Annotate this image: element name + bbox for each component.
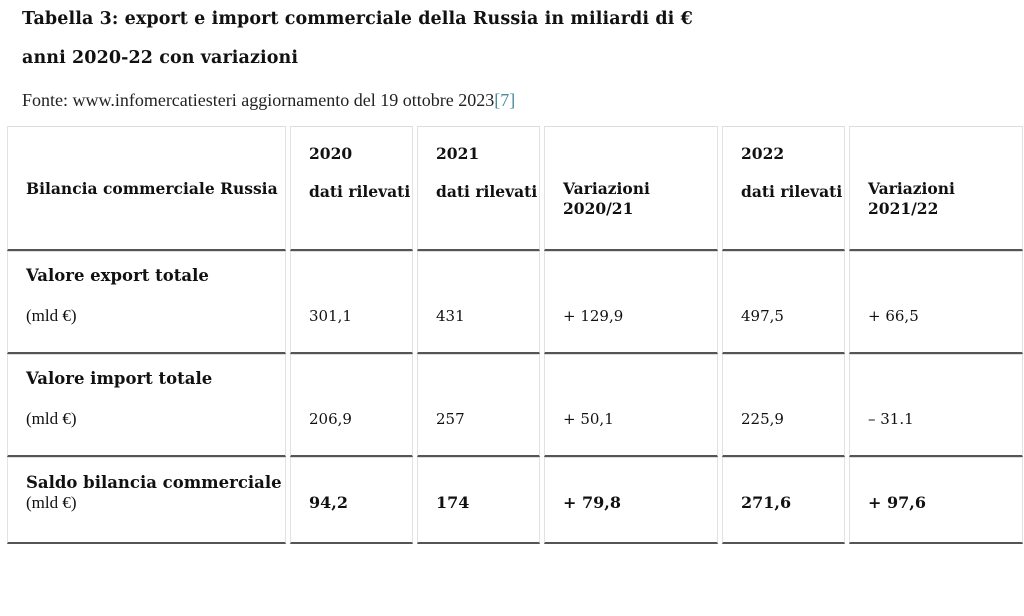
header-year: 2022 (741, 144, 785, 163)
header-dati: dati rilevati (741, 182, 843, 201)
row-label-cell: Valore import totale (mld €) (7, 354, 286, 457)
value: + 129,9 (563, 307, 624, 325)
header-year: 2020 (309, 144, 353, 163)
cell-var-2021-22: – 31.1 (849, 354, 1023, 457)
header-variation: Variazioni 2021/22 (868, 179, 955, 218)
header-cell-2022: 2022 dati rilevati (722, 126, 845, 251)
source-text: Fonte: www.infomercatiesteri aggiornamen… (22, 90, 495, 110)
value: + 66,5 (868, 307, 919, 325)
row-label-cell: Valore export totale (mld €) (7, 251, 286, 354)
header-cell-label: Bilancia commerciale Russia (7, 126, 286, 251)
value: 206,9 (309, 410, 352, 428)
cell-var-2020-21: + 129,9 (544, 251, 718, 354)
header-year: 2021 (436, 144, 480, 163)
header-cell-2021: 2021 dati rilevati (417, 126, 540, 251)
cell-2021: 257 (417, 354, 540, 457)
header-cell-var-2021-22: Variazioni 2021/22 (849, 126, 1023, 251)
row-unit: (mld €) (26, 409, 77, 428)
table-row-export: Valore export totale (mld €) 301,1 431 +… (7, 251, 1023, 354)
row-label: Saldo bilancia commerciale (mld €) (26, 473, 285, 513)
value: + 97,6 (868, 493, 926, 512)
value: 174 (436, 493, 470, 512)
cell-2020: 206,9 (290, 354, 413, 457)
table-title: Tabella 3: export e import commerciale d… (22, 9, 693, 29)
value: + 79,8 (563, 493, 621, 512)
cell-2020: 301,1 (290, 251, 413, 354)
row-unit: (mld €) (26, 493, 77, 512)
footnote-link[interactable]: [7] (494, 90, 516, 110)
value: 225,9 (741, 410, 784, 428)
header-variation: Variazioni 2020/21 (563, 179, 650, 218)
header-cell-var-2020-21: Variazioni 2020/21 (544, 126, 718, 251)
value: 497,5 (741, 307, 784, 325)
value: 271,6 (741, 493, 792, 512)
header-label: Bilancia commerciale Russia (26, 179, 278, 198)
header-dati: dati rilevati (309, 182, 411, 201)
table-row-import: Valore import totale (mld €) 206,9 257 +… (7, 354, 1023, 457)
cell-2021: 174 (417, 457, 540, 544)
row-unit: (mld €) (26, 306, 77, 325)
value: + 50,1 (563, 410, 614, 428)
source-note: Fonte: www.infomercatiesteri aggiornamen… (22, 90, 515, 111)
cell-var-2020-21: + 50,1 (544, 354, 718, 457)
value: 257 (436, 410, 465, 428)
cell-var-2021-22: + 97,6 (849, 457, 1023, 544)
value: 431 (436, 307, 465, 325)
cell-2022: 497,5 (722, 251, 845, 354)
table-row-balance: Saldo bilancia commerciale (mld €) 94,2 … (7, 457, 1023, 544)
value: 94,2 (309, 493, 348, 512)
trade-table: Bilancia commerciale Russia 2020 dati ri… (3, 126, 1024, 544)
row-label-cell: Saldo bilancia commerciale (mld €) (7, 457, 286, 544)
value: 301,1 (309, 307, 352, 325)
cell-var-2020-21: + 79,8 (544, 457, 718, 544)
cell-2022: 271,6 (722, 457, 845, 544)
cell-2022: 225,9 (722, 354, 845, 457)
row-label: Valore export totale (26, 266, 209, 285)
row-label: Valore import totale (26, 369, 213, 388)
cell-2020: 94,2 (290, 457, 413, 544)
cell-2021: 431 (417, 251, 540, 354)
table-subtitle: anni 2020-22 con variazioni (22, 48, 299, 68)
row-label-text: Saldo bilancia commerciale (26, 473, 282, 492)
header-row: Bilancia commerciale Russia 2020 dati ri… (7, 126, 1023, 251)
header-cell-2020: 2020 dati rilevati (290, 126, 413, 251)
header-dati: dati rilevati (436, 182, 538, 201)
cell-var-2021-22: + 66,5 (849, 251, 1023, 354)
value: – 31.1 (868, 410, 914, 428)
